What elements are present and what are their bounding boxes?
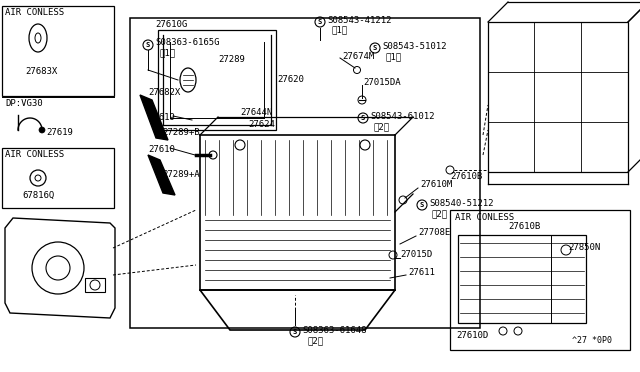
Bar — [2, 148, 114, 208]
Text: （2）: （2） — [432, 209, 448, 218]
Text: 27289: 27289 — [218, 55, 245, 64]
Text: AIR CONLESS: AIR CONLESS — [5, 150, 64, 159]
Text: （1）: （1） — [160, 48, 176, 57]
Text: 27619: 27619 — [46, 128, 73, 137]
Circle shape — [39, 127, 45, 133]
Text: 67816Q: 67816Q — [22, 191, 54, 200]
Bar — [158, 30, 276, 130]
Text: S08543-61012: S08543-61012 — [370, 112, 435, 121]
Text: DP:VG30: DP:VG30 — [5, 99, 43, 108]
Text: 27289+B: 27289+B — [162, 128, 200, 137]
Text: 27610M: 27610M — [420, 180, 452, 189]
Text: 27683X: 27683X — [25, 67, 57, 76]
Text: 27610B: 27610B — [450, 172, 483, 181]
Bar — [458, 235, 586, 323]
Text: S08543-51012: S08543-51012 — [382, 42, 447, 51]
Text: S: S — [146, 42, 150, 48]
Text: AIR CONLESS: AIR CONLESS — [455, 213, 514, 222]
Polygon shape — [140, 95, 168, 140]
Text: S: S — [361, 115, 365, 121]
Text: S08363-61648: S08363-61648 — [302, 326, 367, 335]
Text: 27619: 27619 — [148, 113, 175, 122]
Text: S08540-51212: S08540-51212 — [429, 199, 493, 208]
Text: 27644N: 27644N — [240, 108, 272, 117]
Text: S: S — [293, 329, 297, 335]
Text: S: S — [420, 202, 424, 208]
Text: S08363-6165G: S08363-6165G — [155, 38, 220, 47]
Text: AIR CONLESS: AIR CONLESS — [5, 8, 64, 17]
Text: （2）: （2） — [373, 122, 389, 131]
Text: 27610D: 27610D — [456, 331, 488, 340]
Text: 27708E: 27708E — [418, 228, 451, 237]
Text: 27015DA: 27015DA — [363, 78, 401, 87]
Polygon shape — [148, 155, 175, 195]
Text: 27624: 27624 — [248, 120, 275, 129]
Text: 27611: 27611 — [408, 268, 435, 277]
Text: S08543-41212: S08543-41212 — [327, 16, 392, 25]
Bar — [2, 6, 114, 96]
Text: ^27 *0P0: ^27 *0P0 — [572, 336, 612, 345]
Text: 27289+A: 27289+A — [162, 170, 200, 179]
Text: （1）: （1） — [332, 25, 348, 34]
Text: 27610: 27610 — [148, 145, 175, 154]
Bar — [85, 278, 105, 292]
Text: 27015D: 27015D — [400, 250, 432, 259]
Text: 27620: 27620 — [277, 75, 304, 84]
Text: S: S — [318, 19, 322, 25]
Text: （2）: （2） — [308, 336, 324, 345]
Text: 27610B: 27610B — [508, 222, 540, 231]
Bar — [488, 22, 628, 172]
Text: 27682X: 27682X — [148, 88, 180, 97]
Text: S: S — [373, 45, 377, 51]
Text: 27850N: 27850N — [568, 243, 600, 252]
Text: （1）: （1） — [385, 52, 401, 61]
Text: 27610G: 27610G — [155, 20, 188, 29]
Text: 27674M: 27674M — [342, 52, 374, 61]
Bar — [130, 18, 480, 328]
Bar — [450, 210, 630, 350]
